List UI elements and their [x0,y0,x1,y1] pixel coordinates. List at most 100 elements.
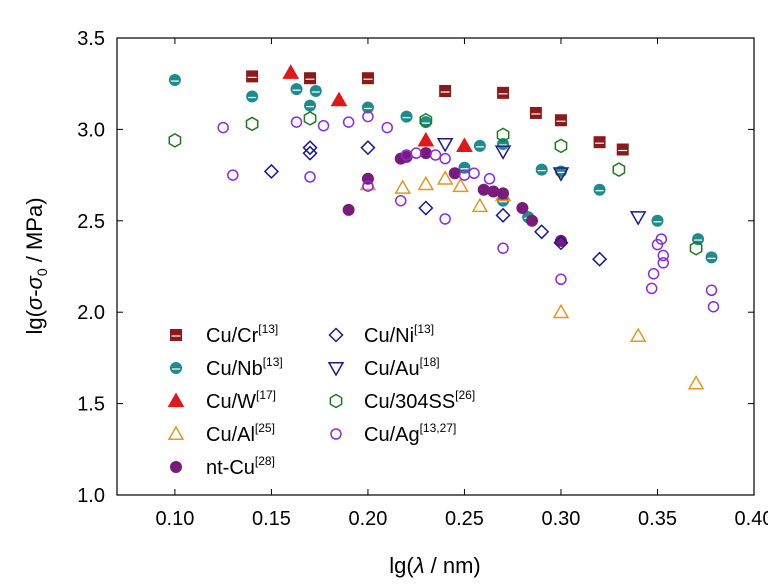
series-cu-al [359,170,705,390]
point-cu-ag [555,273,567,286]
point-nt-cu [342,203,355,216]
y-tick-label: 1.0 [77,485,105,507]
point-cu-ni [592,251,608,267]
point-cu-ag [227,169,239,181]
point-cu-ag [290,116,303,128]
point-cu-ag [439,213,451,225]
point-cu-w [456,137,473,152]
point-cu-304ss [245,116,259,132]
legend-marker-cu-ag [330,428,342,440]
legend-marker-cu-au [327,362,345,377]
point-cu-al [629,327,647,342]
series-cu-w [282,64,473,152]
point-cu-cr [616,143,629,156]
point-cu-cr [529,106,542,119]
point-cu-nb [593,183,606,196]
point-cu-ni [418,200,434,216]
y-axis-title-minus: - [22,289,47,296]
point-cu-nb [497,138,510,151]
point-nt-cu [497,187,510,200]
point-cu-cr [593,136,606,149]
x-tick-label: 0.25 [445,508,484,530]
y-tick-label: 3.0 [77,119,105,141]
point-cu-au [436,138,454,153]
point-cu-au [629,211,647,226]
point-cu-ag [657,249,670,262]
point-cu-ni [553,235,569,251]
point-cu-ag [647,268,660,280]
point-cu-nb [705,251,718,264]
point-cu-ag [497,242,509,254]
legend-label-cu-al: Cu/Al[25] [206,421,275,446]
point-cu-ag [410,147,422,159]
legend-ref: [17] [256,388,276,402]
legend-item-cu-au: Cu/Au[18] [327,355,440,380]
series-nt-cu [342,147,567,247]
legend-marker-cu-w [167,392,185,408]
point-cu-ag [395,194,407,207]
point-cu-ag [304,171,316,183]
point-cu-cr [554,114,567,127]
point-cu-ag [342,116,355,128]
point-nt-cu [448,167,461,180]
point-cu-nb [246,90,259,103]
point-cu-al [687,374,705,390]
x-tick-label: 0.10 [155,508,194,530]
point-nt-cu [477,183,490,196]
point-cu-ni [534,224,550,240]
legend-ref: [13] [263,355,283,369]
point-cu-w [330,91,348,107]
legend-item-cu-ag: Cu/Ag[13,27] [330,421,456,446]
point-cu-au [494,145,512,160]
point-cu-304ss [612,162,626,177]
point-cu-ag [655,233,668,245]
point-cu-al [552,303,570,319]
point-cu-ag [381,121,393,134]
point-cu-nb [304,99,317,112]
point-cu-al [436,170,454,185]
legend-label-cu-304ss: Cu/304SS[26] [364,388,475,413]
point-cu-nb [400,110,413,123]
point-cu-w [282,64,300,79]
y-axis-title-suffix: / MPa) [22,197,47,268]
point-cu-cr [497,86,510,99]
legend-marker-cu-cr [170,329,182,341]
tick-labels: 0.10 0.15 0.20 0.25 0.30 0.35 0.40 1.0 1.5 2.0 2.5… [77,28,768,530]
point-cu-304ss [554,138,568,154]
point-nt-cu [487,185,500,198]
y-axis-title-subscript: 0 [34,268,50,276]
y-axis-title-sigma: σ [22,296,47,310]
series-cu-304ss [168,111,703,256]
series-cu-ag [217,110,720,313]
point-cu-al [417,175,435,191]
point-cu-nb [361,101,374,114]
point-cu-w [417,131,435,147]
x-tick-label: 0.40 [735,508,768,530]
point-cu-cr [439,85,452,98]
legend-item-cu-ni: Cu/Ni[13] [328,322,434,347]
legend-marker-cu-nb [170,362,182,374]
point-cu-au [552,167,570,182]
point-cu-cr [361,72,374,85]
legend-marker-cu-ni [328,327,344,343]
point-cu-al [452,177,469,193]
legend-item-cu-nb: Cu/Nb[13] [170,355,283,380]
series-cu-ni [263,140,608,267]
point-cu-al [471,197,489,213]
series-cu-nb [168,74,718,264]
series-cu-cr [246,70,629,156]
x-axis-title-symbol: λ [413,553,425,578]
point-cu-nb [290,83,303,96]
x-tick-label: 0.20 [348,508,387,530]
legend-item-cu-al: Cu/Al[25] [167,421,275,446]
point-cu-304ss [689,240,703,256]
point-cu-nb [309,85,322,98]
legend-ref: [18] [420,355,440,369]
x-axis-title: lg(λ / nm) [389,553,481,578]
x-tick-label: 0.35 [638,508,677,530]
point-cu-nb [651,214,664,227]
y-axis-title: lg(σ-σ0 / MPa) [22,197,50,334]
point-cu-nb [168,74,181,87]
y-tick-label: 1.5 [77,394,105,416]
x-tick-label: 0.30 [542,508,581,530]
